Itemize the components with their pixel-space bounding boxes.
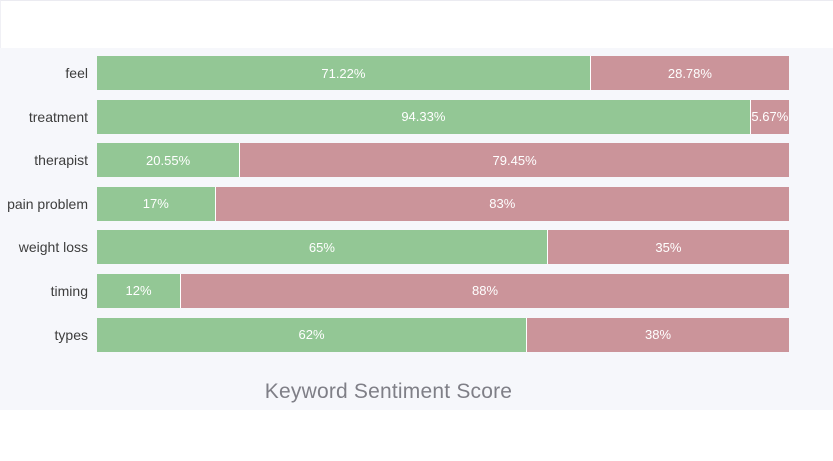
stacked-bar[interactable]: 71.22% 28.78%	[97, 56, 789, 90]
negative-value-label: 88%	[471, 283, 499, 299]
bar-row-treatment: treatment 94.33% 5.67%	[0, 99, 833, 134]
negative-value-label: 79.45%	[492, 152, 537, 168]
negative-value-label: 28.78%	[667, 65, 712, 81]
negative-value-label: 35%	[655, 239, 682, 255]
positive-segment[interactable]: 94.33%	[97, 99, 750, 134]
bar-row-pain-problem: pain problem 17% 83%	[0, 186, 833, 221]
positive-segment[interactable]: 17%	[97, 186, 215, 221]
negative-segment[interactable]: 5.67%	[749, 99, 789, 134]
category-label: pain problem	[7, 195, 88, 212]
stacked-bar[interactable]: 62% 38%	[97, 317, 789, 352]
category-label: feel	[65, 65, 88, 81]
negative-value-label: 83%	[489, 196, 516, 212]
stacked-bar[interactable]: 20.55% 79.45%	[97, 143, 789, 178]
bar-rows: feel 71.22% 28.78% treatment 94.33% 5.67…	[0, 48, 833, 352]
negative-segment[interactable]: 28.78%	[589, 56, 789, 90]
stacked-bar[interactable]: 94.33% 5.67%	[97, 99, 789, 134]
positive-value-label: 17%	[142, 196, 169, 212]
keyword-sentiment-chart: feel 71.22% 28.78% treatment 94.33% 5.67…	[0, 48, 833, 410]
bar-row-types: types 62% 38%	[0, 317, 833, 352]
positive-value-label: 94.33%	[401, 109, 446, 125]
category-label: treatment	[28, 108, 88, 125]
positive-segment[interactable]: 62%	[97, 317, 527, 352]
negative-value-label: 38%	[644, 327, 672, 343]
stacked-bar[interactable]: 65% 35%	[97, 230, 789, 265]
positive-value-label: 65%	[308, 239, 335, 255]
chart-title: Keyword Sentiment Score	[264, 380, 513, 403]
category-label: timing	[50, 282, 88, 299]
positive-segment[interactable]: 71.22%	[97, 56, 590, 90]
category-label: types	[54, 326, 88, 343]
bar-row-feel: feel 71.22% 28.78%	[0, 56, 833, 90]
bar-row-therapist: therapist 20.55% 79.45%	[0, 143, 833, 178]
category-label: weight loss	[18, 239, 88, 256]
negative-value-label: 5.67%	[751, 109, 789, 125]
positive-value-label: 62%	[298, 327, 325, 343]
positive-segment[interactable]: 20.55%	[97, 143, 240, 178]
bar-row-weight-loss: weight loss 65% 35%	[0, 230, 833, 265]
positive-value-label: 71.22%	[321, 65, 366, 81]
positive-segment[interactable]: 12%	[97, 273, 181, 308]
negative-segment[interactable]: 83%	[214, 186, 789, 221]
negative-segment[interactable]: 79.45%	[239, 143, 789, 178]
stacked-bar[interactable]: 12% 88%	[97, 273, 789, 308]
category-label: therapist	[34, 152, 88, 169]
positive-value-label: 20.55%	[146, 152, 191, 168]
top-blank-panel	[0, 0, 833, 48]
positive-segment[interactable]: 65%	[97, 230, 547, 265]
bar-row-timing: timing 12% 88%	[0, 273, 833, 308]
negative-segment[interactable]: 88%	[180, 273, 789, 308]
negative-segment[interactable]: 38%	[526, 317, 789, 352]
negative-segment[interactable]: 35%	[546, 230, 789, 265]
stacked-bar[interactable]: 17% 83%	[97, 186, 789, 221]
positive-value-label: 12%	[125, 283, 152, 299]
